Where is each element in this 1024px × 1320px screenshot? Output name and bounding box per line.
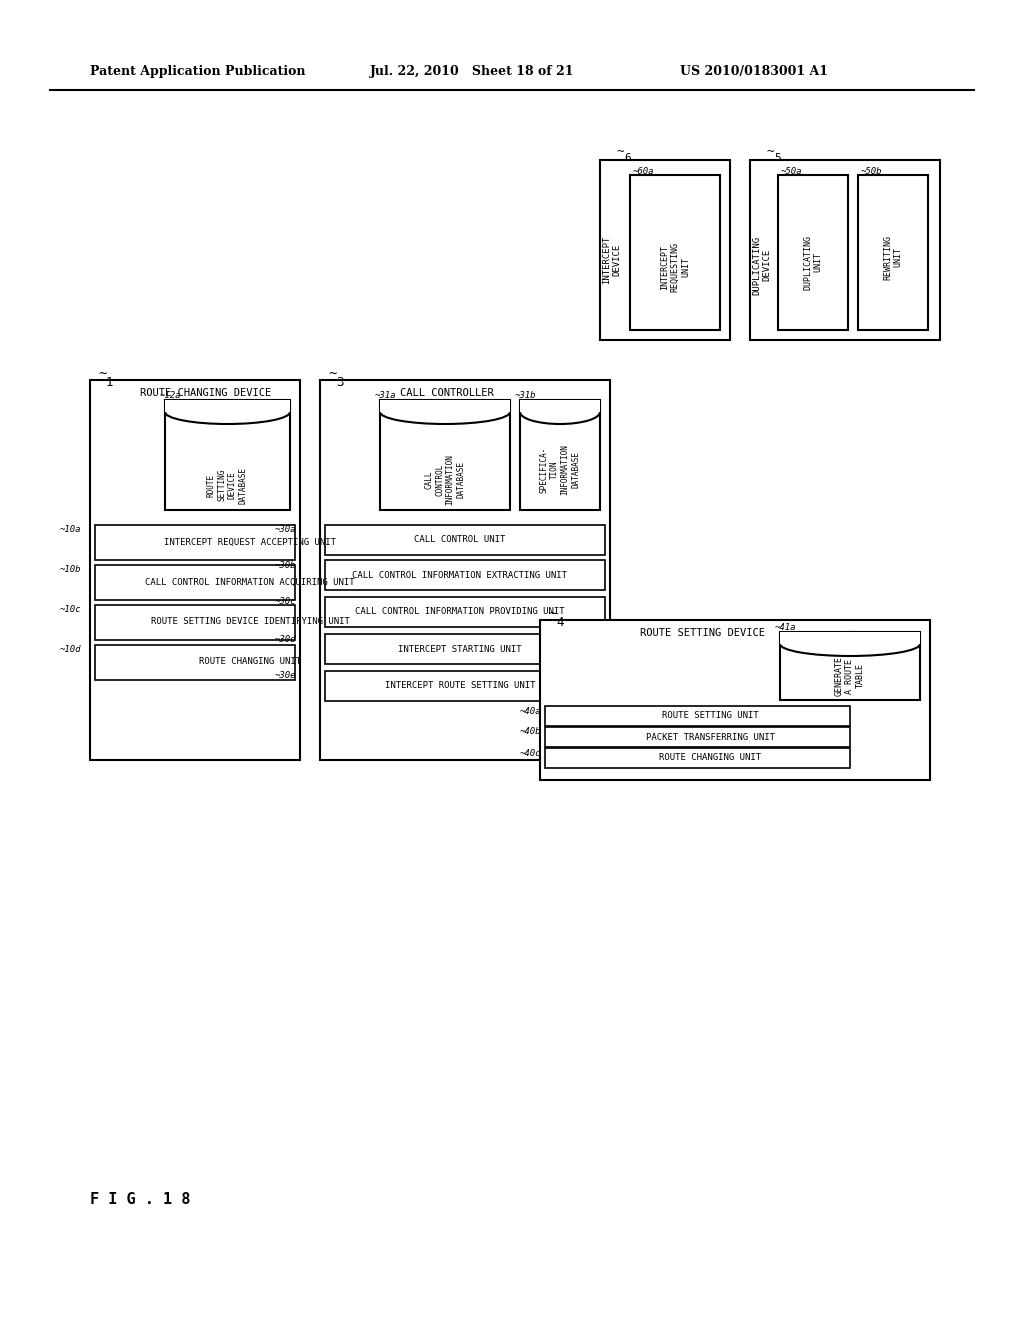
Text: ROUTE CHANGING DEVICE: ROUTE CHANGING DEVICE bbox=[140, 388, 271, 399]
Bar bbox=[325, 634, 605, 664]
Bar bbox=[858, 176, 928, 330]
Bar bbox=[380, 400, 510, 412]
Text: INTERCEPT REQUEST ACCEPTING UNIT: INTERCEPT REQUEST ACCEPTING UNIT bbox=[164, 537, 336, 546]
Text: 5: 5 bbox=[774, 153, 781, 162]
Text: ~: ~ bbox=[548, 609, 556, 622]
Text: ~40a: ~40a bbox=[520, 706, 542, 715]
Bar bbox=[545, 748, 850, 768]
Bar bbox=[165, 400, 290, 412]
Text: ~10b: ~10b bbox=[60, 565, 82, 574]
Bar bbox=[780, 632, 920, 644]
Text: ~31b: ~31b bbox=[515, 391, 537, 400]
Bar bbox=[600, 160, 730, 341]
Bar bbox=[325, 560, 605, 590]
Bar bbox=[319, 380, 610, 760]
Text: ~30c: ~30c bbox=[275, 598, 297, 606]
Bar bbox=[750, 160, 940, 341]
Bar bbox=[325, 671, 605, 701]
Text: ~41a: ~41a bbox=[775, 623, 797, 631]
Text: CALL CONTROL INFORMATION PROVIDING UNIT: CALL CONTROL INFORMATION PROVIDING UNIT bbox=[355, 607, 565, 616]
Text: 1: 1 bbox=[106, 376, 114, 389]
Text: CALL CONTROL INFORMATION ACQUIRING UNIT: CALL CONTROL INFORMATION ACQUIRING UNIT bbox=[145, 578, 354, 586]
Text: PACKET TRANSFERRING UNIT: PACKET TRANSFERRING UNIT bbox=[645, 733, 774, 742]
Text: ROUTE CHANGING UNIT: ROUTE CHANGING UNIT bbox=[199, 657, 301, 667]
Text: ~10a: ~10a bbox=[60, 525, 82, 535]
Text: ~: ~ bbox=[616, 145, 624, 158]
Text: F I G . 1 8: F I G . 1 8 bbox=[90, 1192, 190, 1208]
Bar bbox=[545, 706, 850, 726]
Bar bbox=[630, 176, 720, 330]
Bar bbox=[778, 176, 848, 330]
Bar bbox=[780, 632, 920, 700]
Text: ~30b: ~30b bbox=[275, 561, 297, 569]
Text: INTERCEPT
REQUESTING
UNIT: INTERCEPT REQUESTING UNIT bbox=[660, 242, 690, 292]
Text: INTERCEPT ROUTE SETTING UNIT: INTERCEPT ROUTE SETTING UNIT bbox=[385, 681, 536, 690]
Bar bbox=[95, 605, 295, 640]
Text: ~12a: ~12a bbox=[160, 391, 181, 400]
Text: ~40c: ~40c bbox=[520, 748, 542, 758]
Text: US 2010/0183001 A1: US 2010/0183001 A1 bbox=[680, 66, 828, 78]
Text: CALL CONTROL UNIT: CALL CONTROL UNIT bbox=[415, 536, 506, 544]
Bar bbox=[540, 620, 930, 780]
Text: DUPLICATING
UNIT: DUPLICATING UNIT bbox=[803, 235, 822, 289]
Bar bbox=[545, 727, 850, 747]
Text: CALL
CONTROL
INFORMATION
DATABASE: CALL CONTROL INFORMATION DATABASE bbox=[425, 454, 465, 506]
Text: ROUTE SETTING DEVICE IDENTIFYING UNIT: ROUTE SETTING DEVICE IDENTIFYING UNIT bbox=[151, 618, 349, 627]
Text: ~31a: ~31a bbox=[375, 391, 396, 400]
Bar bbox=[95, 565, 295, 601]
Text: ~40b: ~40b bbox=[520, 727, 542, 737]
Text: ~: ~ bbox=[98, 368, 106, 381]
Text: INTERCEPT STARTING UNIT: INTERCEPT STARTING UNIT bbox=[398, 644, 522, 653]
Text: SPECIFICA-
TION
INFORMATION
DATABASE: SPECIFICA- TION INFORMATION DATABASE bbox=[540, 445, 581, 495]
Text: 6: 6 bbox=[625, 153, 632, 162]
Text: ~60a: ~60a bbox=[633, 168, 654, 177]
Bar bbox=[520, 400, 600, 510]
Bar bbox=[95, 645, 295, 680]
Text: ROUTE SETTING DEVICE: ROUTE SETTING DEVICE bbox=[640, 628, 765, 638]
Text: ~: ~ bbox=[328, 368, 336, 381]
Text: ROUTE CHANGING UNIT: ROUTE CHANGING UNIT bbox=[658, 754, 761, 763]
Text: Jul. 22, 2010   Sheet 18 of 21: Jul. 22, 2010 Sheet 18 of 21 bbox=[370, 66, 574, 78]
Bar bbox=[95, 525, 295, 560]
Text: GENERATE
A ROUTE
TABLE: GENERATE A ROUTE TABLE bbox=[836, 656, 865, 696]
Text: ~10c: ~10c bbox=[60, 606, 82, 615]
Text: REWRITING
UNIT: REWRITING UNIT bbox=[884, 235, 903, 280]
Text: ~50a: ~50a bbox=[781, 168, 803, 177]
Text: ~30e: ~30e bbox=[275, 672, 297, 681]
Text: DUPLICATING
DEVICE: DUPLICATING DEVICE bbox=[753, 235, 772, 294]
Bar bbox=[165, 400, 290, 510]
Text: CALL CONTROL INFORMATION EXTRACTING UNIT: CALL CONTROL INFORMATION EXTRACTING UNIT bbox=[352, 570, 567, 579]
Text: Patent Application Publication: Patent Application Publication bbox=[90, 66, 305, 78]
Text: ~50b: ~50b bbox=[861, 168, 883, 177]
Text: CALL CONTROLLER: CALL CONTROLLER bbox=[400, 388, 494, 399]
Text: ~10d: ~10d bbox=[60, 645, 82, 655]
Bar bbox=[325, 597, 605, 627]
Text: ~30d: ~30d bbox=[275, 635, 297, 644]
Bar bbox=[380, 400, 510, 510]
Bar bbox=[90, 380, 300, 760]
Text: 3: 3 bbox=[336, 376, 343, 389]
Text: ROUTE
SETTING
DEVICE
DATABASE: ROUTE SETTING DEVICE DATABASE bbox=[207, 466, 247, 503]
Text: INTERCEPT
DEVICE: INTERCEPT DEVICE bbox=[602, 236, 622, 284]
Text: 4: 4 bbox=[556, 616, 563, 630]
Text: ~: ~ bbox=[766, 145, 774, 158]
Text: ROUTE SETTING UNIT: ROUTE SETTING UNIT bbox=[662, 711, 759, 721]
Bar bbox=[325, 525, 605, 554]
Text: ~30a: ~30a bbox=[275, 525, 297, 535]
Bar bbox=[520, 400, 600, 412]
